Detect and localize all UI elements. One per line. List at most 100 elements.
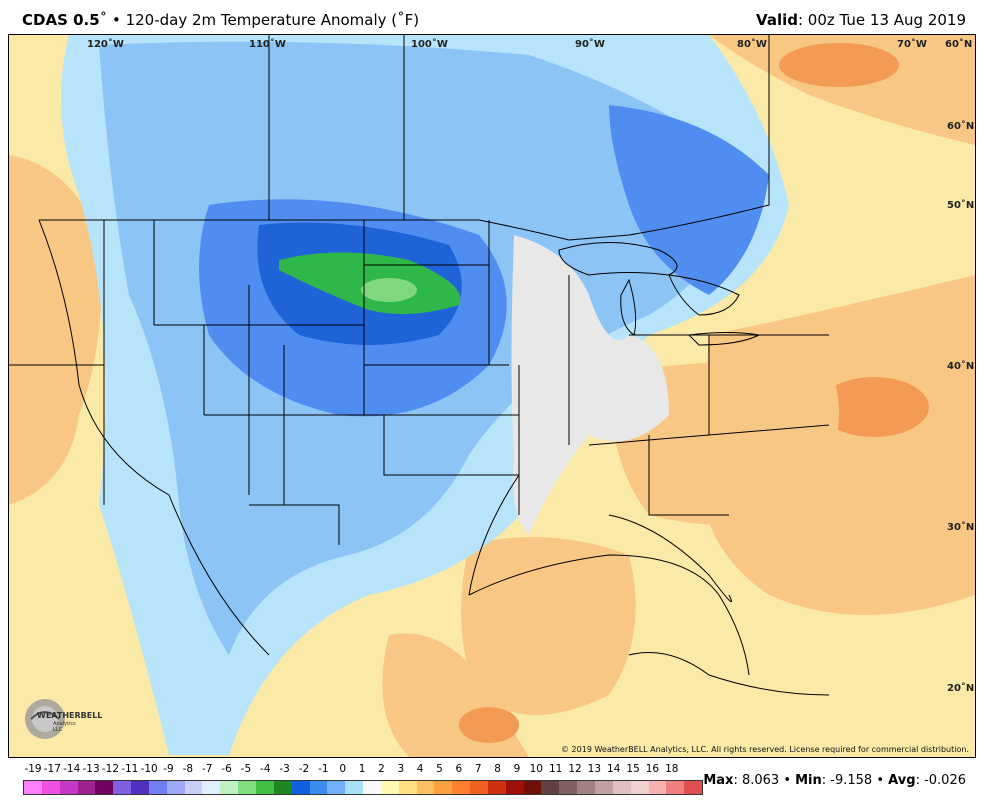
colorbar-tick-label: -3 xyxy=(279,763,290,775)
colorbar-tick-label: 15 xyxy=(626,763,640,775)
anomaly-map: 120˚W 110˚W 100˚W 90˚W 80˚W 70˚W 60˚N 60… xyxy=(8,34,976,758)
model-name: CDAS 0.5 xyxy=(22,11,100,29)
lon-label-100w: 100˚W xyxy=(411,39,448,50)
lon-label-120w: 120˚W xyxy=(87,39,124,50)
mexico-hot xyxy=(459,707,519,743)
colorbar-swatch xyxy=(380,781,399,794)
colorbar-swatch xyxy=(684,781,703,794)
west-coast-warm xyxy=(9,155,102,505)
colorbar-swatch xyxy=(648,781,667,794)
cuba-coastline xyxy=(628,652,830,696)
header: CDAS 0.5˚ • 120-day 2m Temperature Anoma… xyxy=(0,0,984,34)
colorbar-tick-label: -2 xyxy=(298,763,310,775)
stats-sep-2: • xyxy=(876,773,885,788)
colorbar-legend: -19 -17 -14 -13 -12 -11 -10 -9 -8 -7 -6 -5 -4 -3 -2 -1 0… xyxy=(23,763,703,803)
lon-label-90w: 90˚W xyxy=(575,39,605,50)
colorbar-tick-label: 13 xyxy=(587,763,602,775)
colorbar-tick-label: 8 xyxy=(494,763,501,775)
colorbar-swatch xyxy=(523,781,542,794)
colorbar xyxy=(23,780,703,795)
colorbar-swatch xyxy=(345,781,364,794)
colorbar-tick-label: 16 xyxy=(645,763,660,775)
colorbar-tick-label: 18 xyxy=(665,763,679,775)
colorbar-swatch xyxy=(487,781,506,794)
neutral-region xyxy=(511,235,669,535)
gulf-warm xyxy=(461,537,636,715)
colorbar-swatch xyxy=(95,781,114,794)
valid-label: Valid xyxy=(756,11,798,29)
colorbar-tick-label: -19 xyxy=(24,763,42,775)
colorbar-swatch xyxy=(309,781,328,794)
colorbar-tick-label: 9 xyxy=(513,763,521,775)
colorbar-tick-label: -11 xyxy=(121,763,139,775)
lat-label-60n-right: 60˚N xyxy=(947,121,975,132)
gulf-coastline xyxy=(468,554,750,676)
max-value: 8.063 xyxy=(741,773,780,788)
colorbar-swatch xyxy=(505,781,524,794)
colorbar-swatch xyxy=(273,781,292,794)
lat-label-30n: 30˚N xyxy=(947,522,975,533)
logo-subtext: Analytics LLC xyxy=(53,721,76,733)
colorbar-swatch xyxy=(291,781,310,794)
northeast-warm xyxy=(709,35,975,145)
colorbar-swatch xyxy=(24,781,42,794)
map-canvas xyxy=(9,35,975,757)
min-label: Min xyxy=(795,773,822,788)
colorbar-tick-label: 11 xyxy=(548,763,563,775)
valid-time: Valid: 00z Tue 13 Aug 2019 xyxy=(756,11,966,29)
very-cold-core xyxy=(361,278,417,302)
logo-graphic xyxy=(25,699,65,739)
great-lakes xyxy=(558,242,761,346)
colorbar-swatch xyxy=(59,781,78,794)
colorbar-swatch xyxy=(327,781,346,794)
colorbar-swatch xyxy=(131,781,149,794)
lat-label-60n: 60˚N xyxy=(945,39,973,50)
lat-label-50n: 50˚N xyxy=(947,200,975,211)
colorbar-swatch xyxy=(113,781,132,794)
cold-region-east xyxy=(609,105,769,295)
state-borders xyxy=(9,35,830,656)
colorbar-tick-label: 12 xyxy=(568,763,582,775)
colorbar-tick-label: 10 xyxy=(529,763,543,775)
colorbar-swatch xyxy=(398,781,417,794)
colorbar-tick-label: -8 xyxy=(182,763,194,775)
stats-sep-1: • xyxy=(783,773,791,788)
colorbar-tick-label: 5 xyxy=(436,763,443,775)
colorbar-tick-label: -10 xyxy=(140,763,158,775)
weatherbell-logo: WEATHERBELL Analytics LLC xyxy=(23,695,102,743)
colorbar-tick-label: -5 xyxy=(240,763,252,775)
colorbar-swatch xyxy=(184,781,203,794)
colorbar-tick-label: 7 xyxy=(474,763,482,775)
avg-label: Avg xyxy=(888,773,916,788)
colorbar-swatch xyxy=(434,781,453,794)
colorbar-tick-label: -1 xyxy=(318,763,329,775)
colorbar-tick-label: -14 xyxy=(63,763,81,775)
lat-label-20n: 20˚N xyxy=(947,683,975,694)
colorbar-tick-label: 2 xyxy=(378,763,385,775)
colorbar-tick-label: 14 xyxy=(607,763,621,775)
colorbar-swatch xyxy=(148,781,167,794)
colorbar-tick-label: 3 xyxy=(397,763,405,775)
colorbar-swatch xyxy=(577,781,595,794)
colorbar-swatch xyxy=(416,781,435,794)
title-description: 120-day 2m Temperature Anomaly (˚F) xyxy=(125,11,420,29)
colorbar-tick-label: -6 xyxy=(221,763,232,775)
colorbar-swatch xyxy=(666,781,685,794)
colorbar-tick-label: -4 xyxy=(260,763,271,775)
colorbar-swatch xyxy=(238,781,256,794)
colorbar-swatch xyxy=(470,781,488,794)
colorbar-swatch xyxy=(77,781,96,794)
northeast-hot xyxy=(779,43,899,87)
copyright-notice: © 2019 WeatherBELL Analytics, LLC. All r… xyxy=(561,745,969,754)
colorbar-swatch xyxy=(630,781,649,794)
colorbar-swatch xyxy=(541,781,560,794)
lon-label-80w: 80˚W xyxy=(737,39,767,50)
lat-label-40n: 40˚N xyxy=(947,361,975,372)
degree-symbol: ˚ xyxy=(99,11,108,29)
atlantic-hotspot xyxy=(819,377,929,437)
colorbar-tick-label: -17 xyxy=(43,763,61,775)
colorbar-swatch xyxy=(595,781,613,794)
lon-label-110w: 110˚W xyxy=(249,39,286,50)
colorbar-tick-label: 4 xyxy=(416,763,424,775)
colorbar-tick-label: -13 xyxy=(82,763,100,775)
